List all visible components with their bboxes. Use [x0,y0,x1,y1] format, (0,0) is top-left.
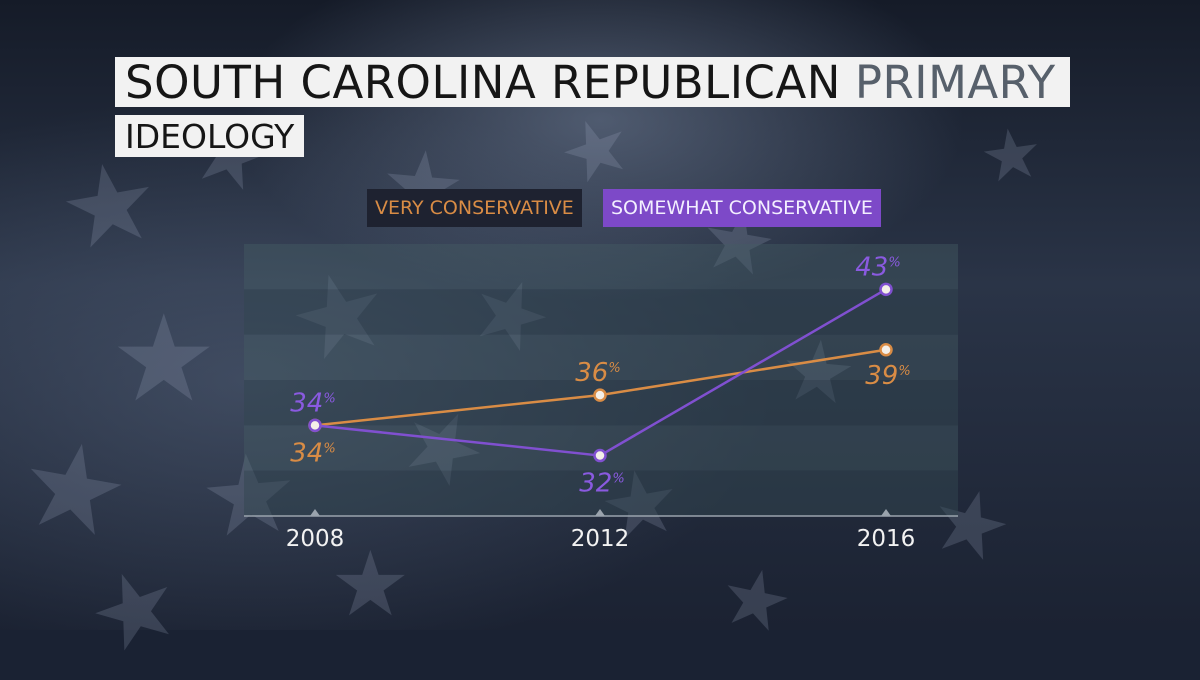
data-label-somewhat-conservative-2008: 34% [290,388,335,418]
data-point-somewhat-conservative-2012 [593,448,607,463]
data-label-very-conservative-2008: 34% [290,438,335,468]
grid-band [244,470,958,516]
grid-band [244,380,958,426]
legend-label-very-conservative: VERY CONSERVATIVE [375,196,574,219]
x-tick-2012 [595,509,605,516]
x-tick-label-2008: 2008 [286,526,345,552]
x-tick-2016 [881,509,891,516]
data-label-somewhat-conservative-2016: 43% [855,252,900,282]
data-label-very-conservative-2012: 36% [575,358,620,388]
x-tick-label-2012: 2012 [571,526,630,552]
star-icon: ★ [110,290,218,429]
data-label-somewhat-conservative-2012: 32% [579,469,624,499]
line-chart: 2008 2012 2016 34% 36% 39% 34% 32% 43% [244,244,958,552]
legend-label-somewhat-conservative: SOMEWHAT CONSERVATIVE [611,196,873,219]
title-banner: SOUTH CAROLINA REPUBLICAN PRIMARY [115,57,1070,107]
legend-somewhat-conservative: SOMEWHAT CONSERVATIVE [603,189,881,227]
star-icon: ★ [330,532,411,637]
grid-band [244,425,958,471]
data-label-very-conservative-2016: 39% [865,361,910,391]
page-title-accent: PRIMARY [854,55,1056,109]
legend-very-conservative: VERY CONSERVATIVE [367,189,582,227]
data-point-very-conservative-2012 [593,388,607,402]
x-tick-label-2016: 2016 [857,526,916,552]
page-subtitle: IDEOLOGY [125,116,295,156]
grid-band [244,244,958,290]
x-tick-2008 [310,509,320,516]
page-title: SOUTH CAROLINA REPUBLICAN [125,55,841,109]
subtitle-banner: IDEOLOGY [115,115,305,157]
grid-band [244,289,958,335]
data-point-very-conservative-2016 [879,343,893,357]
data-point-somewhat-conservative-2008 [308,418,322,433]
data-point-somewhat-conservative-2016 [879,282,893,297]
